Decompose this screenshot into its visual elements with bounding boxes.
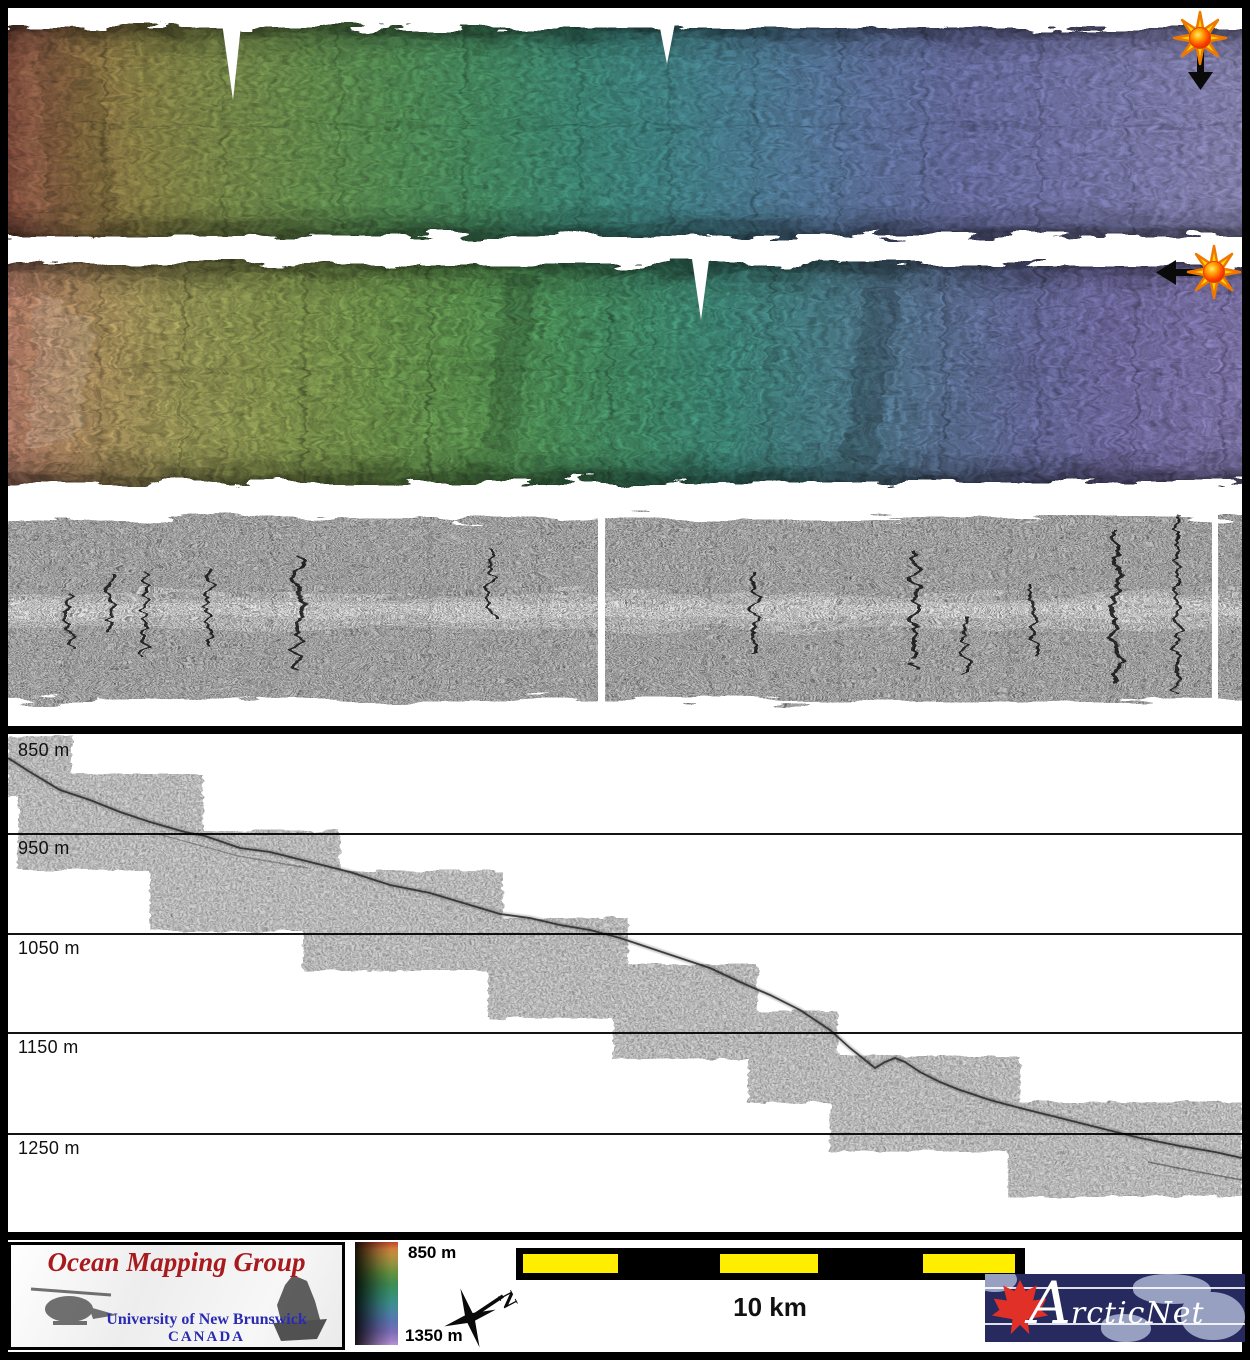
ship-icon (273, 1275, 327, 1341)
scale-bar-segment (923, 1254, 1015, 1273)
helicopter-icon (30, 1287, 117, 1325)
colorbar-min-label: 1350 m (405, 1326, 463, 1345)
seafloor-reflector-line (8, 755, 1242, 1181)
swath-gap (221, 16, 242, 100)
arcticnet-initial: A (1029, 1274, 1071, 1337)
colorbar-max-label: 850 m (408, 1243, 457, 1262)
depth-label-1050: 1050 m (18, 938, 80, 958)
canada-label: CANADA (168, 1329, 245, 1345)
unb-name: University of New Brunswick (106, 1311, 307, 1328)
depth-gridline-1250 (8, 1133, 1242, 1135)
map-shape (1181, 1292, 1245, 1340)
scale-bar-label: 10 km (733, 1292, 807, 1322)
swath-gap (658, 18, 676, 64)
sun-illumination-icon-left (1156, 244, 1242, 300)
depth-gridline-950 (8, 833, 1242, 835)
depth-colorbar (355, 1242, 398, 1345)
sidescan-gap (1212, 494, 1218, 720)
bathy-swath-middle (8, 252, 1242, 482)
depth-label-1250: 1250 m (18, 1138, 80, 1158)
upper-panel (8, 8, 1242, 726)
compass-north-arrow: N (444, 1287, 523, 1348)
logo-rule (985, 1287, 1245, 1289)
sidescan-gap (598, 494, 605, 720)
arcticnet-rest: rcticNet (1070, 1296, 1205, 1331)
depth-label-1150: 1150 m (18, 1037, 79, 1057)
subbottom-patches (8, 736, 1242, 1197)
bathy-swath-top (8, 16, 1242, 236)
depth-label-950: 950 m (18, 838, 70, 858)
sidescan-strip (8, 494, 1242, 720)
subbottom-profile-panel: 850 m 950 m 1050 m 1150 m 1250 m (8, 734, 1242, 1232)
sun-icon (1172, 10, 1228, 66)
scale-bar-segment (720, 1254, 818, 1273)
omg-title: Ocean Mapping Group (47, 1247, 306, 1277)
north-label: N (493, 1287, 523, 1313)
depth-label-850: 850 m (18, 740, 70, 760)
scale-bar (516, 1248, 1025, 1280)
sun-illumination-icon-down (1172, 10, 1228, 90)
map-shape (1101, 1314, 1151, 1342)
depth-gridline-1050 (8, 933, 1242, 935)
footer-legend-bar: Ocean Mapping Group University of New Br… (8, 1240, 1245, 1352)
logo-rule (985, 1323, 1245, 1325)
sun-icon (1186, 244, 1242, 300)
swath-gap (691, 252, 710, 320)
scale-bar-segment (523, 1254, 618, 1273)
omg-logo: Ocean Mapping Group University of New Br… (8, 1242, 345, 1350)
depth-gridline-1150 (8, 1032, 1242, 1034)
maple-leaf-icon (991, 1279, 1049, 1335)
